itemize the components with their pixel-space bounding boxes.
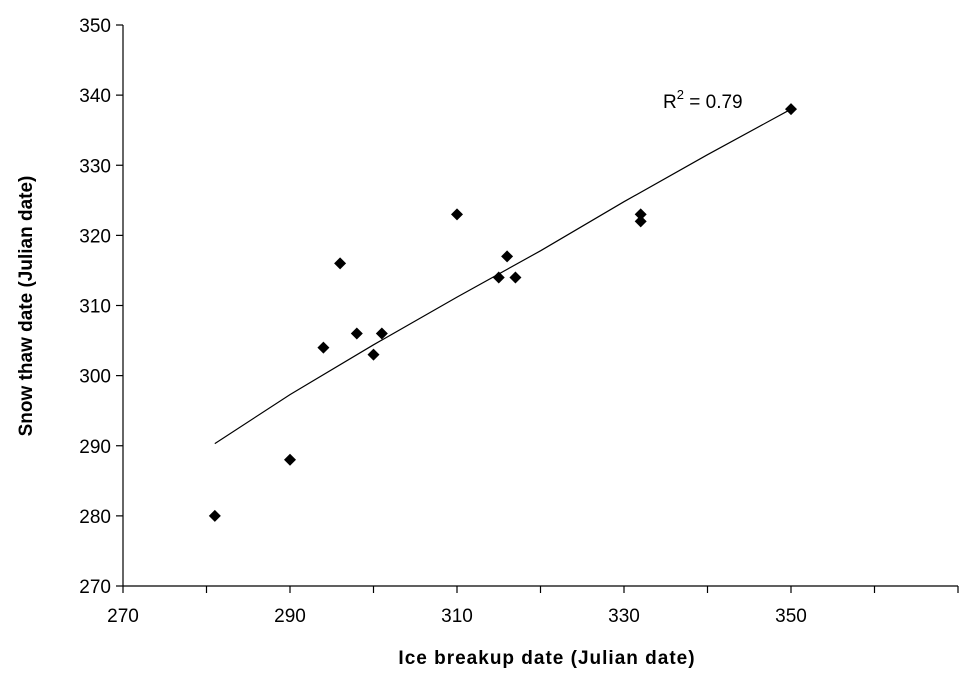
points-group bbox=[208, 103, 797, 522]
r-squared-annotation: R2 = 0.79 bbox=[663, 87, 743, 113]
data-point bbox=[334, 257, 347, 270]
y-tick-label: 280 bbox=[79, 507, 111, 528]
x-tick-label: 270 bbox=[107, 606, 139, 627]
x-tick-label: 290 bbox=[274, 606, 306, 627]
data-point bbox=[284, 453, 296, 466]
y-tick-label: 350 bbox=[79, 16, 111, 37]
y-tick-label: 320 bbox=[79, 226, 111, 247]
y-tick-label: 300 bbox=[79, 367, 111, 388]
data-point bbox=[785, 103, 797, 116]
y-tick-label: 270 bbox=[79, 577, 111, 598]
data-point bbox=[509, 271, 522, 284]
data-point bbox=[350, 327, 363, 340]
r-squared-superscript: 2 bbox=[677, 87, 684, 102]
y-tick-label: 340 bbox=[79, 86, 111, 107]
y-tick-label: 330 bbox=[79, 156, 111, 177]
data-point bbox=[367, 348, 380, 361]
ticks: 270 280 290 300 310 320 330 340 350 270 290 310 330 3… bbox=[79, 16, 959, 627]
x-tick-label: 310 bbox=[441, 606, 473, 627]
x-tick-label: 330 bbox=[608, 606, 640, 627]
data-point bbox=[634, 215, 647, 228]
data-point bbox=[451, 208, 463, 221]
r-squared-base: R bbox=[663, 92, 677, 113]
y-axis-title: Snow thaw date (Julian date) bbox=[16, 176, 37, 437]
r-squared-value: = 0.79 bbox=[684, 92, 743, 113]
data-point bbox=[317, 341, 330, 354]
x-axis-title: Ice breakup date (Julian date) bbox=[398, 648, 695, 669]
y-tick-label: 290 bbox=[79, 437, 111, 458]
axes bbox=[122, 25, 958, 587]
data-point bbox=[492, 271, 505, 284]
y-tick-label: 310 bbox=[79, 297, 111, 318]
data-point bbox=[634, 208, 647, 221]
x-tick-label: 350 bbox=[775, 606, 807, 627]
data-point bbox=[208, 509, 221, 522]
data-point bbox=[501, 250, 514, 263]
data-point bbox=[375, 327, 388, 340]
